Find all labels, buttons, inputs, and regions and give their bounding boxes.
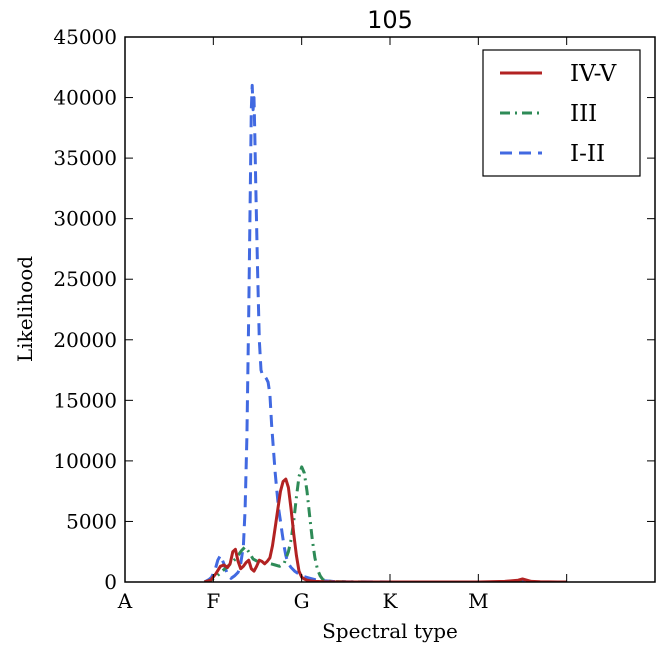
legend-label: I-II <box>570 141 605 167</box>
y-tick-label: 45000 <box>53 25 117 49</box>
x-tick-label: F <box>206 589 220 613</box>
y-axis: 0 5000 10000 15000 20000 25000 30000 35000 40000… <box>53 25 655 594</box>
series-line-iv-v <box>204 477 567 582</box>
y-tick-label: 15000 <box>53 388 117 412</box>
x-tick-label: G <box>294 589 310 613</box>
y-tick-label: 20000 <box>53 328 117 352</box>
legend-label: III <box>570 101 597 127</box>
y-tick-label: 40000 <box>53 86 117 110</box>
y-axis-label: Likelihood <box>13 256 37 362</box>
y-tick-label: 5000 <box>66 509 117 533</box>
x-axis-label: Spectral type <box>322 619 458 643</box>
chart-title: 105 <box>367 6 413 34</box>
y-tick-label: 30000 <box>53 207 117 231</box>
x-tick-label: M <box>468 589 488 613</box>
y-tick-label: 10000 <box>53 449 117 473</box>
y-tick-label: 0 <box>104 570 117 594</box>
y-tick-label: 35000 <box>53 146 117 170</box>
x-tick-label: K <box>383 589 399 613</box>
series-layer <box>203 83 567 582</box>
legend-label: IV-V <box>570 61 617 87</box>
series-line-i-ii <box>203 83 567 582</box>
y-tick-label: 25000 <box>53 267 117 291</box>
legend: IV-V III I-II <box>482 49 641 177</box>
x-tick-label: A <box>117 589 133 613</box>
